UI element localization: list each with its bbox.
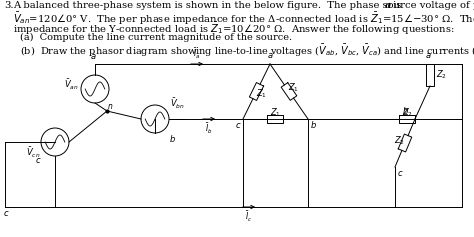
Text: $\bar{V}_{bn}$: $\bar{V}_{bn}$	[170, 97, 185, 111]
Text: $\bar{I}_c$: $\bar{I}_c$	[246, 210, 253, 224]
Text: $Z_2$: $Z_2$	[402, 107, 413, 119]
Text: $\bar{I}_a$: $\bar{I}_a$	[193, 47, 201, 61]
Text: (a)  Compute the line current magnitude of the source.: (a) Compute the line current magnitude o…	[20, 33, 292, 42]
Text: $Z_1$: $Z_1$	[288, 82, 300, 94]
Text: n: n	[108, 102, 113, 111]
Text: $\bar{I}_b$: $\bar{I}_b$	[205, 122, 213, 136]
Bar	[426, 64, 434, 86]
Text: $\bar{V}_{an}$=120$\angle$0° V.  The per phase impedance for the Δ-connected loa: $\bar{V}_{an}$=120$\angle$0° V. The per …	[13, 11, 474, 27]
Text: $Z_1$: $Z_1$	[256, 88, 267, 100]
Text: $\bar{V}_{cn}$: $\bar{V}_{cn}$	[26, 146, 40, 160]
Text: c: c	[36, 156, 40, 165]
Text: a: a	[385, 1, 392, 10]
Text: a: a	[91, 52, 96, 61]
Text: A balanced three-phase system is shown in the below figure.  The phase source vo: A balanced three-phase system is shown i…	[13, 1, 474, 10]
Text: c: c	[236, 121, 240, 130]
Text: a: a	[426, 51, 430, 60]
Text: impedance for the Y-connected load is $\bar{Z}_1$=10$\angle$20° Ω.  Answer the f: impedance for the Y-connected load is $\…	[13, 21, 455, 37]
Text: a: a	[267, 51, 273, 60]
Text: b: b	[311, 121, 316, 130]
Text: c: c	[398, 169, 402, 178]
Text: $Z_2$: $Z_2$	[394, 134, 405, 147]
Text: b: b	[170, 135, 175, 144]
Text: $Z_2$: $Z_2$	[436, 69, 447, 81]
Text: (b)  Draw the phasor diagram showing line-to-line voltages ($\bar{V}_{ab}$, $\ba: (b) Draw the phasor diagram showing line…	[20, 43, 474, 59]
Text: 3.: 3.	[4, 1, 13, 10]
Text: is: is	[390, 1, 401, 10]
Text: b: b	[403, 107, 409, 116]
Text: $\bar{V}_{an}$: $\bar{V}_{an}$	[64, 78, 79, 92]
Text: $Z_1$: $Z_1$	[270, 107, 281, 119]
Text: c: c	[4, 209, 9, 218]
